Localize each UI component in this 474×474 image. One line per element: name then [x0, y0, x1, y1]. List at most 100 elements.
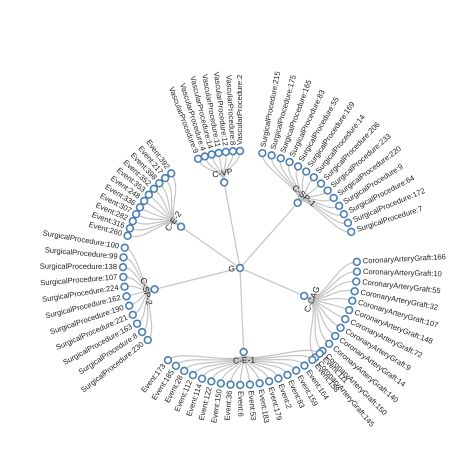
- leaf-node[interactable]: [236, 380, 245, 390]
- cluster-node[interactable]: [239, 347, 248, 357]
- leaf-node[interactable]: [352, 267, 362, 276]
- leaf-node[interactable]: [316, 179, 326, 188]
- leaf-node[interactable]: [245, 380, 255, 389]
- leaf-node[interactable]: [331, 331, 340, 341]
- leaf-node[interactable]: [300, 361, 309, 370]
- leaf-node[interactable]: [264, 377, 274, 386]
- cluster-node[interactable]: [219, 178, 229, 187]
- leaf-node[interactable]: [163, 356, 173, 365]
- leaf-node[interactable]: [336, 323, 345, 332]
- cluster-node[interactable]: [293, 198, 302, 208]
- leaf-node[interactable]: [276, 154, 285, 163]
- leaf-node[interactable]: [341, 314, 350, 324]
- leaf-node[interactable]: [323, 186, 332, 195]
- link-root-c-sp-2: [154, 267, 241, 290]
- leaf-node[interactable]: [285, 157, 294, 167]
- leaf-node[interactable]: [309, 173, 319, 182]
- leaf-node[interactable]: [207, 377, 216, 386]
- leaf-node[interactable]: [132, 319, 142, 328]
- leaf-node[interactable]: [160, 173, 170, 183]
- link-root-c-e-2: [180, 226, 241, 269]
- leaf-node[interactable]: [155, 179, 164, 188]
- leaf-node[interactable]: [123, 231, 132, 240]
- leaf-node[interactable]: [235, 146, 245, 156]
- leaf-node[interactable]: [200, 152, 210, 161]
- leaf-node[interactable]: [315, 349, 324, 358]
- cluster-node[interactable]: [299, 291, 309, 301]
- leaf-node[interactable]: [197, 374, 207, 383]
- cluster-node[interactable]: [176, 222, 186, 231]
- leaf-node[interactable]: [144, 190, 154, 199]
- leaf-node[interactable]: [188, 370, 198, 380]
- leaf-node[interactable]: [137, 327, 147, 337]
- cluster-label: C-VP: [211, 166, 233, 180]
- leaf-node[interactable]: [135, 203, 145, 212]
- leaf-label: Event:53: [246, 390, 258, 421]
- cluster-label: C-E-1: [233, 355, 256, 366]
- leaf-label: Event:6: [236, 391, 245, 417]
- leaf-node[interactable]: [119, 253, 128, 262]
- leaf-node[interactable]: [125, 301, 134, 310]
- leaf-node[interactable]: [180, 366, 189, 376]
- leaf-node[interactable]: [149, 184, 159, 194]
- leaf-node[interactable]: [334, 201, 344, 211]
- leaf-node[interactable]: [283, 370, 292, 380]
- leaf-node[interactable]: [292, 366, 301, 375]
- leaf-label: CoronaryArteryGraft:166: [363, 252, 447, 265]
- cluster-label: C-SP-2: [138, 277, 155, 307]
- leaf-node[interactable]: [308, 355, 317, 365]
- link-leaf: [271, 155, 300, 204]
- leaf-label: VascularProcedure:2: [235, 75, 244, 145]
- leaf-node[interactable]: [120, 243, 129, 252]
- leaf-node[interactable]: [329, 193, 338, 203]
- tree-nodes: VascularProcedure:9VascularProcedure:4Va…: [40, 70, 446, 428]
- leaf-node[interactable]: [352, 257, 362, 267]
- leaf-node[interactable]: [293, 162, 303, 171]
- leaf-node[interactable]: [226, 380, 235, 389]
- leaf-node[interactable]: [343, 218, 353, 228]
- leaf-node[interactable]: [214, 148, 223, 158]
- leaf-node[interactable]: [347, 227, 356, 237]
- root-label: G: [228, 263, 235, 273]
- leaf-node[interactable]: [119, 272, 128, 282]
- leaf-node[interactable]: [128, 310, 137, 320]
- leaf-node[interactable]: [207, 150, 216, 159]
- leaf-node[interactable]: [171, 361, 181, 371]
- leaf-label: CoronaryArteryGraft:10: [363, 267, 442, 279]
- link-leaf: [170, 172, 182, 228]
- leaf-node[interactable]: [350, 287, 359, 296]
- root-node[interactable]: [235, 263, 245, 273]
- leaf-label: VascularProcedure:8: [224, 75, 237, 146]
- leaf-node[interactable]: [139, 196, 149, 206]
- leaf-node[interactable]: [221, 147, 230, 157]
- leaf-node[interactable]: [167, 169, 176, 178]
- leaf-node[interactable]: [131, 209, 141, 219]
- link-root-c-cag: [239, 267, 305, 297]
- cluster-node[interactable]: [150, 285, 159, 294]
- leaf-label: SurgicalProcedure:138: [40, 262, 117, 272]
- leaf-node[interactable]: [125, 224, 135, 233]
- leaf-node[interactable]: [122, 292, 131, 301]
- leaf-node[interactable]: [267, 151, 276, 160]
- leaf-node[interactable]: [120, 282, 129, 291]
- leaf-node[interactable]: [228, 147, 238, 156]
- leaf-node[interactable]: [324, 339, 334, 348]
- leaf-node[interactable]: [128, 216, 137, 226]
- leaf-node[interactable]: [352, 277, 361, 286]
- leaf-node[interactable]: [118, 262, 128, 272]
- leaf-node[interactable]: [143, 335, 153, 345]
- leaf-node[interactable]: [258, 148, 267, 158]
- leaf-node[interactable]: [216, 379, 226, 388]
- leaf-node[interactable]: [344, 305, 354, 315]
- leaf-node[interactable]: [255, 379, 264, 388]
- leaf-node[interactable]: [339, 209, 349, 219]
- link-leaf: [167, 351, 245, 361]
- leaf-label: Event:36: [223, 390, 234, 421]
- leaf-node[interactable]: [274, 374, 283, 383]
- leaf-node[interactable]: [348, 296, 357, 305]
- link-root-c-vp: [223, 182, 241, 269]
- link-root-c-sp-1: [239, 202, 299, 269]
- leaf-node[interactable]: [193, 154, 203, 163]
- leaf-node[interactable]: [302, 167, 311, 176]
